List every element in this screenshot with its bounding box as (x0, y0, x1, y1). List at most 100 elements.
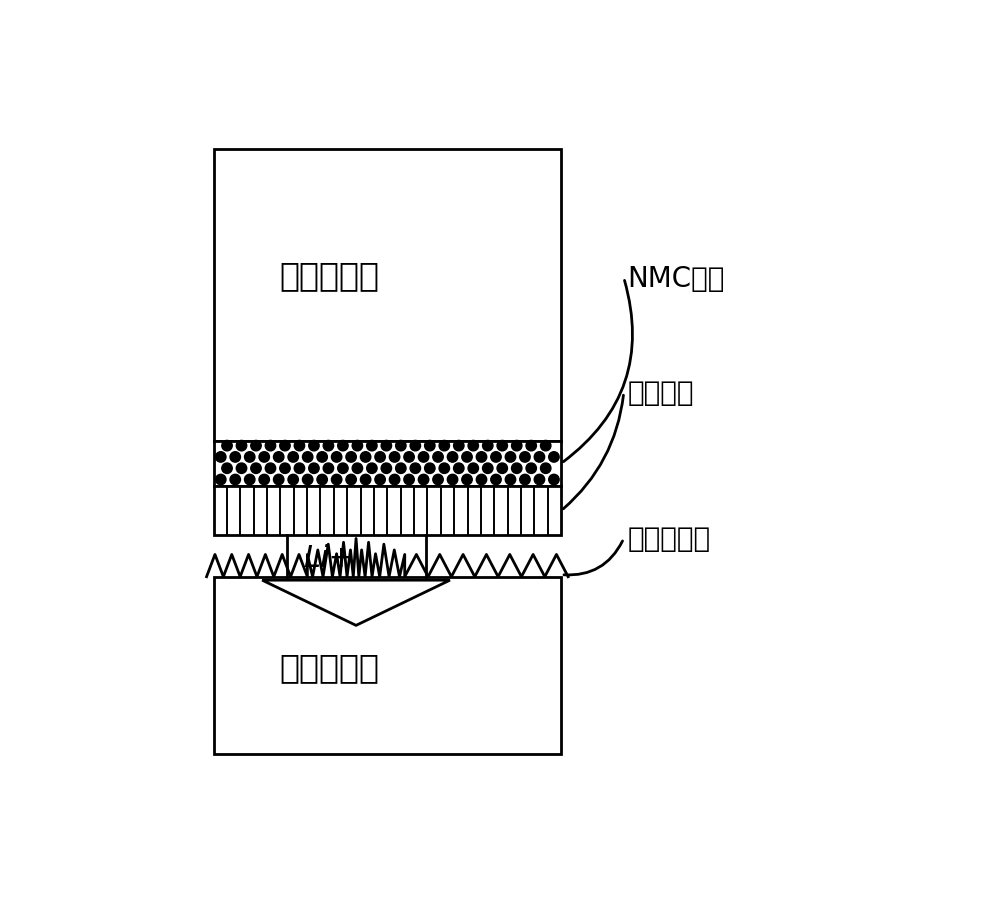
Circle shape (273, 474, 284, 485)
Circle shape (462, 474, 472, 485)
Text: 不锈钔负极: 不锈钔负极 (280, 651, 380, 684)
Circle shape (309, 441, 319, 451)
Circle shape (288, 474, 298, 485)
Circle shape (476, 452, 487, 463)
Circle shape (273, 452, 284, 463)
Circle shape (468, 464, 478, 474)
Circle shape (520, 452, 530, 463)
Circle shape (447, 452, 458, 463)
Circle shape (302, 474, 313, 485)
Circle shape (230, 474, 240, 485)
Circle shape (520, 474, 530, 485)
Circle shape (389, 474, 400, 485)
Circle shape (367, 464, 377, 474)
Circle shape (483, 464, 493, 474)
Circle shape (346, 474, 356, 485)
Circle shape (331, 452, 342, 463)
Circle shape (280, 441, 290, 451)
Circle shape (433, 474, 443, 485)
Circle shape (526, 441, 536, 451)
Circle shape (265, 441, 276, 451)
Circle shape (259, 452, 269, 463)
Circle shape (294, 464, 305, 474)
Circle shape (491, 452, 501, 463)
Bar (214, 487, 561, 536)
Bar (214, 442, 561, 487)
Text: 不锈钔正极: 不锈钔正极 (280, 259, 380, 291)
Circle shape (236, 464, 247, 474)
Circle shape (317, 452, 327, 463)
Circle shape (497, 464, 507, 474)
Circle shape (230, 452, 240, 463)
Circle shape (352, 441, 363, 451)
Circle shape (323, 441, 334, 451)
Circle shape (396, 464, 406, 474)
Circle shape (375, 474, 385, 485)
Circle shape (540, 464, 551, 474)
Circle shape (245, 452, 255, 463)
Circle shape (462, 452, 472, 463)
Circle shape (317, 474, 327, 485)
Circle shape (302, 452, 313, 463)
Circle shape (433, 452, 443, 463)
Circle shape (381, 441, 392, 451)
Circle shape (396, 441, 406, 451)
Circle shape (549, 452, 559, 463)
Polygon shape (262, 581, 450, 626)
Circle shape (439, 441, 450, 451)
Circle shape (360, 452, 371, 463)
Circle shape (216, 474, 226, 485)
Circle shape (323, 464, 334, 474)
Circle shape (497, 441, 507, 451)
Circle shape (454, 441, 464, 451)
Circle shape (251, 464, 261, 474)
Circle shape (352, 464, 363, 474)
Circle shape (534, 452, 545, 463)
Circle shape (483, 441, 493, 451)
Circle shape (439, 464, 450, 474)
Circle shape (468, 441, 478, 451)
Circle shape (505, 474, 516, 485)
Bar (214, 150, 561, 442)
Bar (214, 577, 561, 754)
Circle shape (245, 474, 255, 485)
Circle shape (367, 441, 377, 451)
Circle shape (549, 474, 559, 485)
Text: Li+: Li+ (303, 544, 354, 573)
Circle shape (294, 441, 305, 451)
Circle shape (447, 474, 458, 485)
Circle shape (251, 441, 261, 451)
Circle shape (216, 452, 226, 463)
Circle shape (512, 441, 522, 451)
Circle shape (491, 474, 501, 485)
Circle shape (418, 474, 429, 485)
Circle shape (360, 474, 371, 485)
Circle shape (222, 464, 232, 474)
Circle shape (265, 464, 276, 474)
Circle shape (381, 464, 392, 474)
Circle shape (259, 474, 269, 485)
Circle shape (526, 464, 536, 474)
Circle shape (534, 474, 545, 485)
Circle shape (505, 452, 516, 463)
Circle shape (346, 452, 356, 463)
Circle shape (476, 474, 487, 485)
Circle shape (454, 464, 464, 474)
Circle shape (404, 474, 414, 485)
Circle shape (338, 441, 348, 451)
Circle shape (222, 441, 232, 451)
Text: 多孔隔膜: 多孔隔膜 (627, 379, 694, 407)
Circle shape (331, 474, 342, 485)
Circle shape (410, 441, 421, 451)
Circle shape (288, 452, 298, 463)
Circle shape (309, 464, 319, 474)
Circle shape (404, 452, 414, 463)
Circle shape (540, 441, 551, 451)
Text: 锂金属枝晶: 锂金属枝晶 (627, 525, 710, 553)
Circle shape (236, 441, 247, 451)
Circle shape (280, 464, 290, 474)
Text: NMC正极: NMC正极 (627, 264, 725, 292)
Circle shape (418, 452, 429, 463)
Circle shape (410, 464, 421, 474)
Circle shape (425, 441, 435, 451)
